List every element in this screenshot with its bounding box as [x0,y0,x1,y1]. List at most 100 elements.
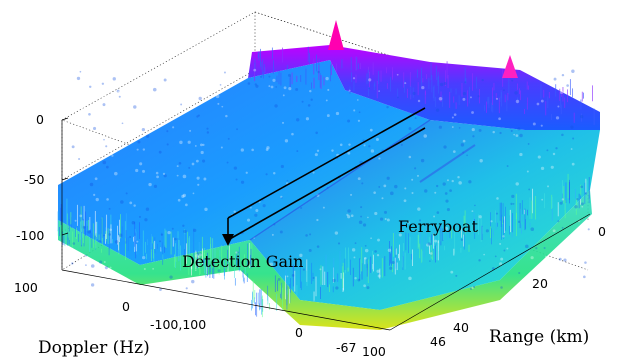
surface-speckle [159,240,162,243]
surface-speckle [398,233,402,237]
surface-speckle [584,261,587,264]
surface-speckle [546,149,549,152]
surface-speckle [249,206,252,209]
surface-speckle [363,284,366,288]
peak-right [502,55,518,78]
surface-speckle [387,248,392,252]
surface-speckle [87,272,91,276]
surface-speckle [464,81,467,84]
surface-speckle [305,117,310,121]
surface-speckle [116,133,119,136]
surface-speckle [174,237,177,241]
surface-speckle [225,114,228,118]
surface-speckle [352,77,356,80]
noise-spikes [57,46,595,318]
surface-speckle [106,198,109,201]
surface-speckle [220,261,223,264]
surface-speckle [485,229,489,233]
surface-speckle [166,143,169,146]
surface-speckle [499,242,502,245]
surface-speckle [145,207,150,211]
surface-speckle [291,132,294,136]
surface-speckle [215,94,220,99]
surface-speckle [237,251,240,254]
z-tick-label: 0 [36,112,44,127]
ferryboat-label: Ferryboat [398,217,478,236]
surface-speckle [368,78,372,82]
surface-speckle [114,171,118,176]
surface-speckle [163,174,167,178]
surface-speckle [194,269,197,271]
ridge-line [249,119,431,241]
surface-speckle [532,122,536,126]
surface-speckle [142,256,146,260]
surface-speckle [348,143,351,146]
surface-speckle [322,206,325,209]
surface-speckle [478,128,482,132]
surface-speckle [438,125,442,129]
y-tick-label: 0 [598,224,606,239]
surface-speckle [472,285,476,289]
surface-speckle [435,108,440,112]
surface-speckle [266,146,270,150]
surface-speckle [553,281,556,284]
surface-speckle [217,269,221,273]
surface-speckle [378,185,381,188]
surface-speckle [353,109,356,112]
surface-speckle [90,264,95,268]
surface-speckle [468,180,472,184]
surface-speckle [347,119,351,123]
surface-speckle [478,259,481,262]
surface-speckle [325,76,329,81]
surface-speckle [280,195,283,198]
surface-speckle [114,112,119,116]
surface-speckle [74,219,77,222]
surface-speckle [117,90,120,94]
surface-speckle [524,279,528,282]
surface-speckle [141,128,145,132]
surface-speckle [206,131,210,134]
surface-speckle [427,242,431,246]
surface-speckle [429,252,433,255]
surface-speckle [583,275,586,279]
surface-speckle [510,202,513,206]
surface-speckle [179,140,183,145]
surface-speckle [296,118,300,122]
surface-speckle [286,275,289,278]
surface-speckle [580,202,584,206]
surface-speckle [358,111,361,114]
x-tick-label: -100,100 [150,317,206,332]
surface-speckle [541,198,544,201]
surface-speckle [370,237,372,240]
y-axis-title: Range (km) [489,327,589,347]
surface-speckle [470,96,472,99]
surface-speckle [144,218,148,222]
surface-speckle [200,143,203,147]
surface-speckle [561,198,564,201]
surface-speckle [280,164,284,169]
surface-speckle [158,150,162,154]
surface-speckle [101,287,105,290]
surface-speckle [451,116,454,119]
surface-speckle [88,112,91,116]
surface-speckle [396,73,399,76]
surface-speckle [175,99,179,103]
surface-speckle [571,162,575,166]
surface-speckle [198,96,202,101]
surface-speckle [373,191,376,194]
surface-speckle [519,133,523,138]
surface-speckle [71,263,76,267]
surface-speckle [492,130,495,134]
surface-speckle [172,126,175,129]
surface-speckle [423,134,428,138]
surface-speckle [83,159,86,162]
surface-speckle [450,270,454,274]
surface-speckle [240,180,245,184]
surface-speckle [499,262,503,266]
surface-speckle [434,239,438,243]
surface-speckle [424,189,428,193]
surface-speckle [317,70,320,74]
surface-speckle [142,148,146,151]
surface-speckle [111,154,114,157]
surface-speckle [334,231,339,235]
